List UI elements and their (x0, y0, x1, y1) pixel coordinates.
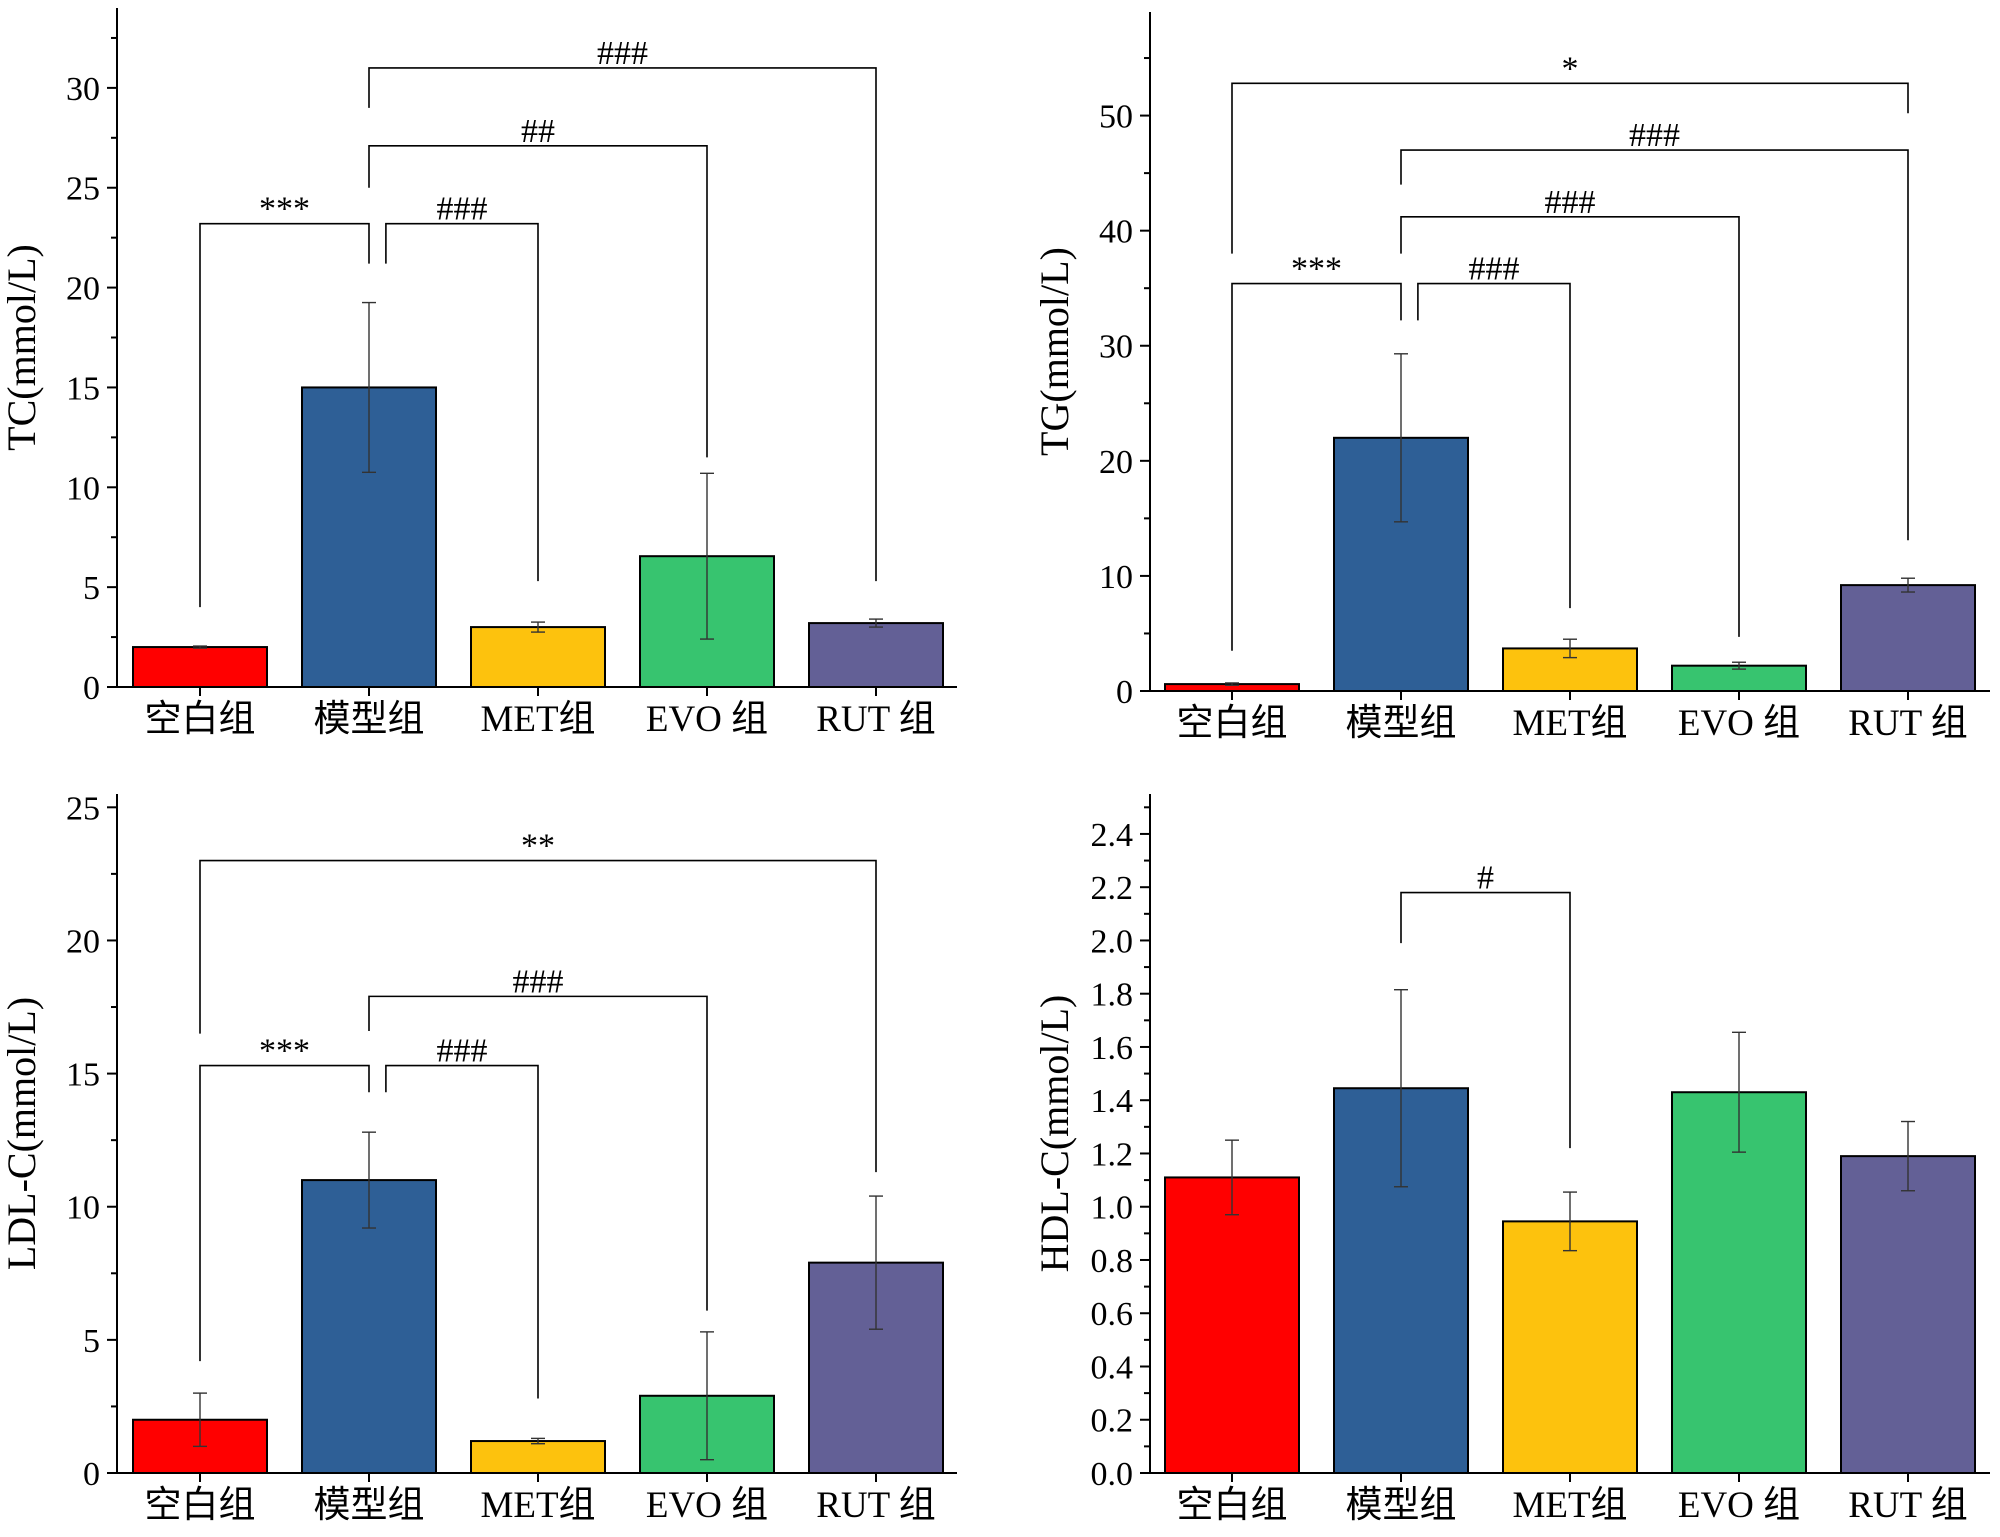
significance-label: ** (521, 828, 555, 865)
y-tick-label: 25 (66, 171, 100, 208)
significance-bracket (1231, 82, 1909, 254)
y-tick-label: 5 (83, 1323, 100, 1360)
significance-label: *** (1291, 251, 1342, 288)
x-tick-label: 空白组 (145, 698, 256, 740)
significance-bracket (1400, 149, 1909, 541)
chart-panel-3: 0 5 10 15 20 25 LDL-C(mmol/L) 空白组 模型组 MET组 EVO 组 RU… (0, 790, 957, 1526)
bar-5 (1840, 584, 1976, 692)
significance-bracket (368, 67, 877, 582)
y-tick-label: 20 (66, 923, 100, 960)
significance-label: ### (513, 963, 564, 1000)
significance-bracket (199, 859, 877, 1173)
y-tick-label: 0.4 (1091, 1349, 1134, 1386)
significance-bracket (1400, 891, 1571, 1149)
y-tick-label: 0.0 (1091, 1456, 1134, 1493)
significance-bracket (368, 144, 708, 458)
y-tick-label: 25 (66, 790, 100, 827)
y-tick-label: 50 (1099, 99, 1133, 136)
y-tick-label: 2.2 (1091, 870, 1134, 907)
chart-panel-4: 0.0 0.2 0.4 0.6 0.8 1.0 1.2 1.4 1.6 1.8 2.0 2.2 2.4 H… (1032, 794, 1990, 1526)
y-tick-label: 0.2 (1091, 1403, 1134, 1440)
y-tick-label: 10 (66, 1190, 100, 1227)
significance-bracket (199, 1064, 370, 1362)
y-tick-label: 30 (1099, 329, 1133, 366)
y-tick-label: 10 (66, 470, 100, 507)
x-tick-label: RUT 组 (816, 699, 936, 740)
significance-label: *** (259, 191, 310, 228)
y-tick-label: 15 (66, 1057, 100, 1094)
y-tick-label: 0 (1116, 674, 1133, 711)
bar-2 (301, 1179, 437, 1474)
x-tick-label: RUT 组 (1848, 1485, 1968, 1526)
y-tick-label: 10 (1099, 559, 1133, 596)
y-tick-label: 0.6 (1091, 1296, 1134, 1333)
y-tick-label: 0 (83, 670, 100, 707)
x-tick-label: EVO 组 (646, 699, 768, 740)
x-tick-label: 空白组 (1177, 702, 1288, 744)
y-tick-label: 2.4 (1091, 817, 1134, 854)
y-tick-label: 5 (83, 570, 100, 607)
significance-label: ### (1545, 184, 1596, 221)
y-tick-label: 2.0 (1091, 923, 1134, 960)
significance-bracket (1417, 282, 1571, 609)
x-tick-label: MET组 (1512, 703, 1627, 744)
y-axis-label: TC(mmol/L) (0, 244, 44, 451)
x-tick-label: MET组 (480, 1485, 595, 1526)
bar-3 (470, 1440, 606, 1475)
x-tick-label: 模型组 (314, 698, 425, 740)
y-tick-label: 20 (1099, 444, 1133, 481)
x-tick-label: 空白组 (145, 1484, 256, 1526)
y-tick-label: 40 (1099, 214, 1133, 251)
significance-bracket (199, 222, 370, 608)
significance-label: * (1562, 50, 1579, 87)
x-tick-label: 模型组 (1346, 702, 1457, 744)
y-tick-label: 20 (66, 271, 100, 308)
y-tick-label: 1.6 (1091, 1030, 1134, 1067)
y-tick-label: 1.0 (1091, 1190, 1134, 1227)
significance-label: ## (521, 113, 555, 150)
bar-4 (1671, 1091, 1807, 1474)
y-tick-label: 15 (66, 370, 100, 407)
significance-label: ### (597, 35, 648, 72)
chart-panel-2: 0 10 20 30 40 50 TG(mmol/L) 空白组 模型组 MET组 EVO 组 RUT … (1032, 12, 1990, 744)
y-tick-label: 0 (83, 1456, 100, 1493)
x-tick-label: EVO 组 (646, 1485, 768, 1526)
bar-3 (1502, 1220, 1638, 1475)
y-tick-label: 1.2 (1091, 1136, 1134, 1173)
significance-label: ### (436, 191, 487, 228)
x-tick-label: EVO 组 (1678, 1485, 1800, 1526)
y-axis-label: HDL-C(mmol/L) (1032, 995, 1077, 1273)
y-tick-label: 1.4 (1091, 1083, 1134, 1120)
bar-1 (132, 646, 268, 689)
x-tick-label: RUT 组 (1848, 703, 1968, 744)
significance-bracket (1231, 282, 1402, 651)
significance-label: ### (436, 1033, 487, 1070)
significance-label: # (1477, 860, 1494, 897)
y-tick-label: 30 (66, 71, 100, 108)
y-tick-label: 1.8 (1091, 977, 1134, 1014)
bar-1 (1164, 1176, 1300, 1474)
bar-3 (470, 626, 606, 689)
significance-bracket (1400, 216, 1740, 637)
significance-bracket (385, 222, 539, 582)
y-tick-label: 0.8 (1091, 1243, 1134, 1280)
significance-label: *** (259, 1033, 310, 1070)
chart-panel-1: 0 5 10 15 20 25 30 TC(mmol/L) 空白组 模型组 MET组 EVO 组 RUT… (0, 8, 957, 740)
y-axis-label: LDL-C(mmol/L) (0, 997, 44, 1270)
x-tick-label: 模型组 (1346, 1484, 1457, 1526)
significance-bracket (385, 1064, 539, 1399)
bar-5 (1840, 1155, 1976, 1474)
x-tick-label: MET组 (1512, 1485, 1627, 1526)
significance-label: ### (1629, 117, 1680, 154)
x-tick-label: 模型组 (314, 1484, 425, 1526)
y-axis-label: TG(mmol/L) (1032, 247, 1077, 456)
significance-label: ### (1468, 251, 1519, 288)
x-tick-label: 空白组 (1177, 1484, 1288, 1526)
x-tick-label: MET组 (480, 699, 595, 740)
x-tick-label: RUT 组 (816, 1485, 936, 1526)
x-tick-label: EVO 组 (1678, 703, 1800, 744)
bar-5 (808, 622, 944, 688)
significance-bracket (368, 995, 708, 1311)
